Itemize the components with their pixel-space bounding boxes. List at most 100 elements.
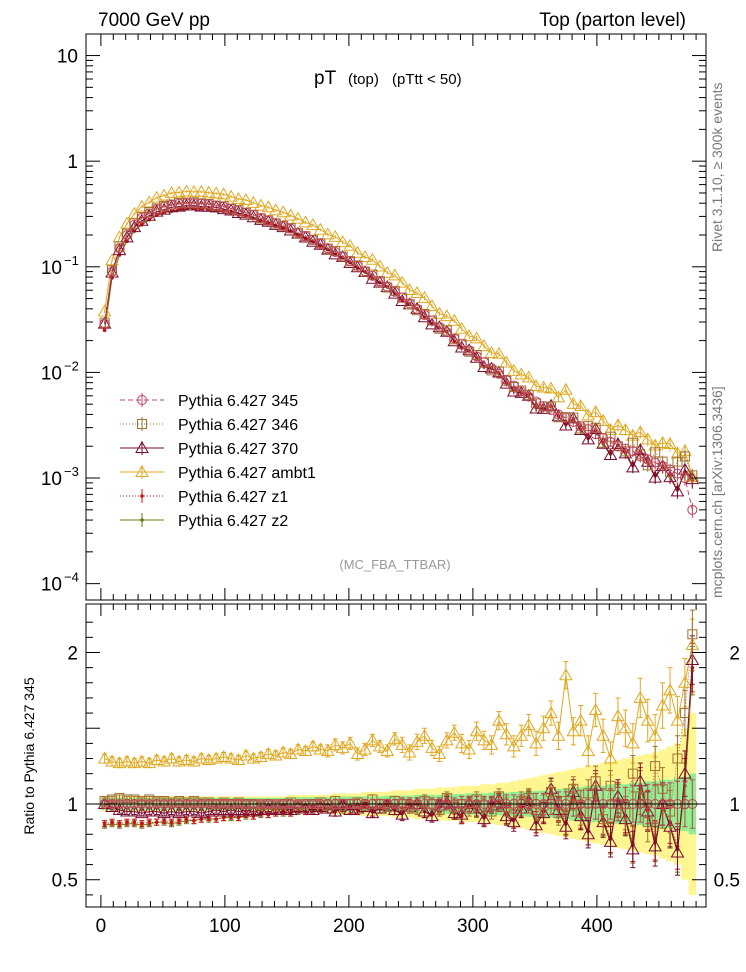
data-point-ratio xyxy=(477,812,491,825)
data-point-ratio xyxy=(484,737,499,750)
data-point-main xyxy=(315,238,326,249)
data-point-ratio xyxy=(291,742,305,755)
data-point-main xyxy=(633,425,648,438)
data-point-ratio xyxy=(112,803,127,816)
data-point-main xyxy=(209,186,224,199)
ratio-frame xyxy=(85,603,707,908)
data-point-main xyxy=(97,304,112,317)
data-point-main xyxy=(320,227,335,240)
data-point-main xyxy=(449,333,460,344)
data-point-main xyxy=(253,198,268,211)
data-point-main xyxy=(216,187,231,200)
data-point-ratio xyxy=(380,743,395,756)
data-point-main xyxy=(523,391,534,402)
y-tick-exponent: −4 xyxy=(64,570,79,585)
data-point-main xyxy=(278,220,289,231)
data-point-ratio xyxy=(110,820,114,824)
y-tick-label-main: 10 xyxy=(41,469,62,490)
data-point-ratio xyxy=(154,820,159,824)
data-point-main xyxy=(596,413,610,426)
data-point-main xyxy=(477,339,491,352)
data-point-ratio xyxy=(224,803,238,816)
data-point-ratio xyxy=(147,820,152,824)
y-tick-label-main: 10 xyxy=(57,47,78,68)
data-point-ratio xyxy=(149,753,164,766)
x-tick-label: 100 xyxy=(209,916,241,937)
data-point-ratio xyxy=(127,804,142,817)
data-point-main xyxy=(454,321,469,334)
data-point-ratio xyxy=(521,718,536,731)
legend-marker xyxy=(135,464,149,477)
data-point-main xyxy=(335,235,350,248)
plot-title-sub1: (top) xyxy=(348,71,379,88)
data-point-ratio xyxy=(529,818,543,831)
data-point-main xyxy=(387,268,402,281)
data-point-ratio xyxy=(229,814,233,818)
ratio-series-layer xyxy=(86,609,706,876)
y-tick-label-main: 1 xyxy=(67,152,78,173)
data-point-main xyxy=(201,185,216,198)
data-point-main xyxy=(102,328,107,332)
data-point-main xyxy=(283,208,298,221)
data-point-ratio xyxy=(179,753,194,766)
data-point-main xyxy=(536,380,551,393)
data-point-main xyxy=(620,443,631,454)
data-point-ratio xyxy=(120,804,134,817)
data-point-ratio xyxy=(276,745,291,758)
data-point-ratio xyxy=(672,753,683,764)
data-point-main xyxy=(464,345,475,356)
data-point-ratio xyxy=(663,683,677,696)
series-line-main xyxy=(104,201,693,476)
data-point-main xyxy=(588,405,603,418)
data-point-main xyxy=(439,309,454,322)
y-tick-label-ratio: 1 xyxy=(67,795,78,816)
data-point-ratio xyxy=(236,815,241,820)
data-point-ratio xyxy=(454,736,469,749)
data-point-main xyxy=(546,405,556,416)
legend-marker xyxy=(137,395,147,405)
data-point-main xyxy=(276,205,291,218)
data-point-ratio xyxy=(102,821,107,826)
data-point-ratio xyxy=(462,742,477,755)
data-point-ratio xyxy=(313,742,328,755)
data-point-ratio xyxy=(187,804,201,817)
data-point-ratio xyxy=(239,803,253,816)
data-point-ratio xyxy=(425,740,439,753)
data-point-main xyxy=(551,390,566,403)
x-tick-label: 300 xyxy=(457,916,489,937)
data-point-ratio xyxy=(633,690,648,703)
data-point-main xyxy=(432,306,447,319)
data-point-ratio xyxy=(402,745,417,758)
data-point-main xyxy=(506,363,521,376)
data-point-ratio xyxy=(551,728,566,741)
data-point-main xyxy=(373,259,387,272)
data-point-ratio xyxy=(603,751,618,764)
data-point-main xyxy=(263,215,274,226)
data-point-main xyxy=(224,189,238,202)
data-point-main xyxy=(373,275,387,288)
data-point-main xyxy=(179,184,194,197)
series-line-main xyxy=(104,202,693,510)
data-point-main xyxy=(151,204,162,215)
data-point-main xyxy=(360,266,370,277)
data-point-ratio xyxy=(169,820,174,824)
data-point-ratio xyxy=(670,845,685,858)
data-point-main xyxy=(144,208,155,219)
data-point-ratio xyxy=(140,821,144,826)
data-point-ratio xyxy=(678,766,692,779)
data-point-main xyxy=(650,447,661,458)
data-point-ratio xyxy=(199,817,204,821)
data-point-main xyxy=(261,200,276,213)
legend-label: Pythia 6.427 345 xyxy=(178,393,298,410)
data-point-main xyxy=(255,212,266,223)
data-point-ratio xyxy=(387,731,402,744)
data-point-ratio xyxy=(132,820,137,824)
data-point-main xyxy=(568,416,579,427)
data-point-ratio xyxy=(97,751,112,764)
data-point-ratio xyxy=(373,739,387,752)
data-point-main xyxy=(203,199,214,210)
data-point-ratio xyxy=(506,739,521,752)
data-point-ratio xyxy=(648,728,663,741)
data-point-main xyxy=(330,247,341,258)
